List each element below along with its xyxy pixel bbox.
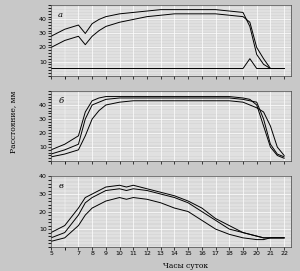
Text: Расстояние, мм: Расстояние, мм: [9, 91, 17, 153]
Text: в: в: [58, 182, 63, 190]
Text: а: а: [58, 11, 63, 19]
Text: б: б: [58, 96, 63, 105]
Text: Часы суток: Часы суток: [164, 262, 208, 270]
